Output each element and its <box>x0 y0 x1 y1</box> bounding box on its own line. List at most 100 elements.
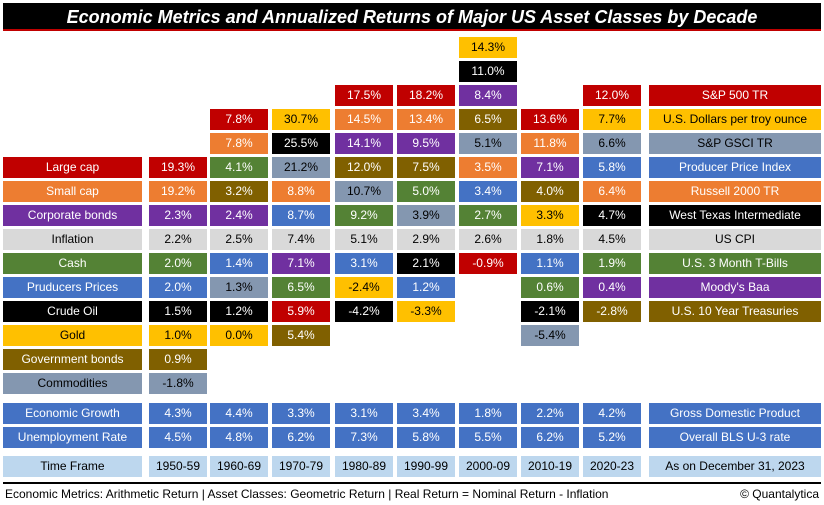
decade-label: 1990-99 <box>397 456 455 477</box>
return-cell: 8.8% <box>272 181 330 202</box>
row-label-cash: Cash <box>3 253 142 274</box>
return-cell: 9.2% <box>335 205 393 226</box>
footer: Economic Metrics: Arithmetic Return | As… <box>3 482 821 504</box>
return-cell: 5.4% <box>272 325 330 346</box>
return-cell: 3.2% <box>210 181 268 202</box>
return-cell: 1.2% <box>397 277 455 298</box>
return-cell: 2.4% <box>210 205 268 226</box>
unemployment-value: 6.2% <box>521 427 579 448</box>
unemployment-value: 4.8% <box>210 427 268 448</box>
return-cell: 2.6% <box>459 229 517 250</box>
return-cell: 6.6% <box>583 133 641 154</box>
row-label-corporate-bonds: Corporate bonds <box>3 205 142 226</box>
return-cell: 4.7% <box>583 205 641 226</box>
return-cell: 0.4% <box>583 277 641 298</box>
row-label-government-bonds: Government bonds <box>3 349 142 370</box>
return-cell: 19.3% <box>149 157 207 178</box>
return-cell: 6.5% <box>272 277 330 298</box>
row-label-gold: Gold <box>3 325 142 346</box>
return-cell: 2.2% <box>149 229 207 250</box>
return-cell: 1.4% <box>210 253 268 274</box>
legend-item: US CPI <box>649 229 821 250</box>
return-cell: 14.3% <box>459 37 517 58</box>
return-cell: 5.1% <box>459 133 517 154</box>
legend-item: S&P GSCI TR <box>649 133 821 154</box>
decade-label: 2000-09 <box>459 456 517 477</box>
return-cell: 2.5% <box>210 229 268 250</box>
return-cell: -3.3% <box>397 301 455 322</box>
row-label-inflation: Inflation <box>3 229 142 250</box>
legend-item: U.S. Dollars per troy ounce <box>649 109 821 130</box>
return-cell: -5.4% <box>521 325 579 346</box>
return-cell: -1.8% <box>149 373 207 394</box>
decade-label: 2020-23 <box>583 456 641 477</box>
economic-growth-value: 4.4% <box>210 403 268 424</box>
decade-label: 1970-79 <box>272 456 330 477</box>
return-cell: 18.2% <box>397 85 455 106</box>
return-cell: 0.6% <box>521 277 579 298</box>
return-cell: 1.8% <box>521 229 579 250</box>
legend-item: West Texas Intermediate <box>649 205 821 226</box>
return-cell: 7.5% <box>397 157 455 178</box>
economic-growth-value: 4.2% <box>583 403 641 424</box>
as-of-date: As on December 31, 2023 <box>649 456 821 477</box>
copyright: © Quantalytica <box>740 487 819 501</box>
return-cell: 7.8% <box>210 133 268 154</box>
return-cell: 25.5% <box>272 133 330 154</box>
decade-label: 1960-69 <box>210 456 268 477</box>
return-cell: 3.3% <box>521 205 579 226</box>
return-cell: 8.4% <box>459 85 517 106</box>
return-cell: 9.5% <box>397 133 455 154</box>
return-cell: -0.9% <box>459 253 517 274</box>
unemployment-source: Overall BLS U-3 rate <box>649 427 821 448</box>
return-cell: 7.4% <box>272 229 330 250</box>
return-cell: 3.4% <box>459 181 517 202</box>
unemployment-value: 5.8% <box>397 427 455 448</box>
legend-item: Russell 2000 TR <box>649 181 821 202</box>
return-cell: 8.7% <box>272 205 330 226</box>
return-cell: 1.9% <box>583 253 641 274</box>
return-cell: 7.8% <box>210 109 268 130</box>
return-cell: 6.5% <box>459 109 517 130</box>
economic-growth-value: 1.8% <box>459 403 517 424</box>
return-cell: 1.5% <box>149 301 207 322</box>
economic-growth-value: 4.3% <box>149 403 207 424</box>
return-cell: 14.5% <box>335 109 393 130</box>
return-cell: 14.1% <box>335 133 393 154</box>
unemployment-label: Unemployment Rate <box>3 427 142 448</box>
economic-growth-value: 2.2% <box>521 403 579 424</box>
row-label-producer-prices: Pruducers Prices <box>3 277 142 298</box>
legend-item: U.S. 10 Year Treasuries <box>649 301 821 322</box>
return-cell: 2.1% <box>397 253 455 274</box>
return-cell: 1.3% <box>210 277 268 298</box>
legend-item: U.S. 3 Month T-Bills <box>649 253 821 274</box>
return-cell: 5.1% <box>335 229 393 250</box>
return-cell: 21.2% <box>272 157 330 178</box>
row-label-crude-oil: Crude Oil <box>3 301 142 322</box>
return-cell: 30.7% <box>272 109 330 130</box>
economic-growth-label: Economic Growth <box>3 403 142 424</box>
unemployment-value: 5.5% <box>459 427 517 448</box>
return-cell: 19.2% <box>149 181 207 202</box>
page-title: Economic Metrics and Annualized Returns … <box>3 3 821 31</box>
return-cell: 12.0% <box>583 85 641 106</box>
return-cell: 4.1% <box>210 157 268 178</box>
return-cell: 10.7% <box>335 181 393 202</box>
decade-label: 1950-59 <box>149 456 207 477</box>
return-cell: -2.4% <box>335 277 393 298</box>
decade-label: 2010-19 <box>521 456 579 477</box>
decade-label: 1980-89 <box>335 456 393 477</box>
return-cell: 4.0% <box>521 181 579 202</box>
return-cell: 1.0% <box>149 325 207 346</box>
unemployment-value: 5.2% <box>583 427 641 448</box>
return-cell: 7.7% <box>583 109 641 130</box>
return-cell: 12.0% <box>335 157 393 178</box>
return-cell: 5.8% <box>583 157 641 178</box>
return-cell: 2.3% <box>149 205 207 226</box>
return-cell: 1.2% <box>210 301 268 322</box>
return-cell: 3.9% <box>397 205 455 226</box>
return-cell: 13.4% <box>397 109 455 130</box>
economic-growth-value: 3.4% <box>397 403 455 424</box>
return-cell: 11.8% <box>521 133 579 154</box>
row-label-small-cap: Small cap <box>3 181 142 202</box>
